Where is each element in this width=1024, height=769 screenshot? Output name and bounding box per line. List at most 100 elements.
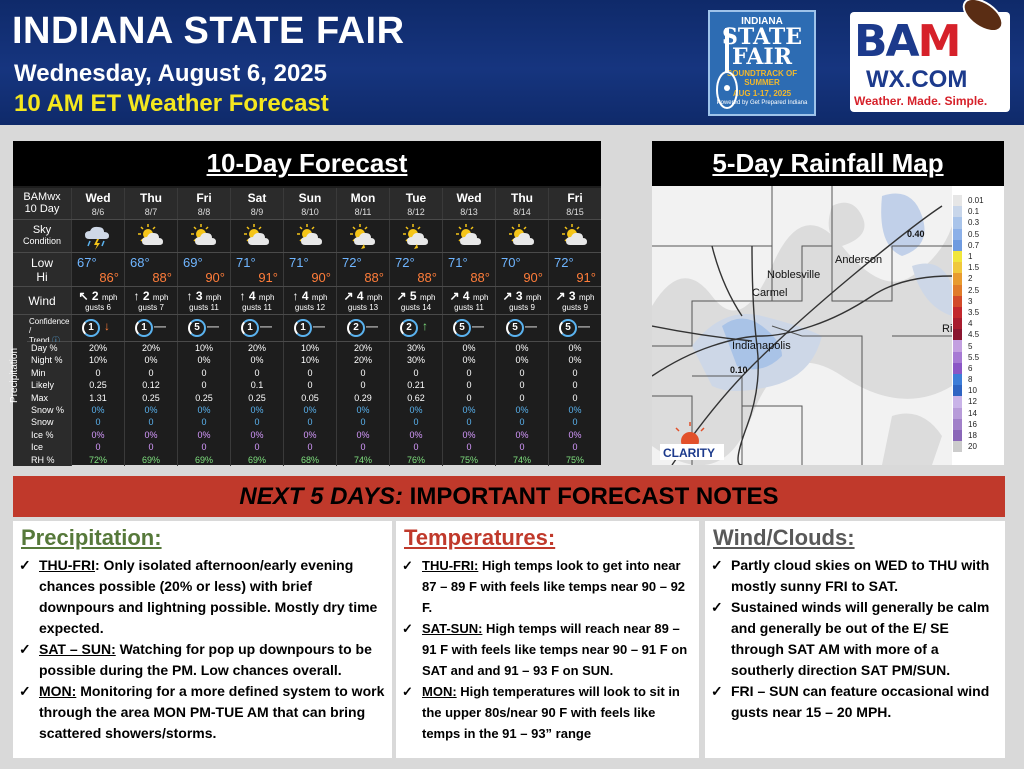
wind-value: 4: [301, 289, 309, 303]
precip-value: 0%: [462, 404, 476, 415]
temp-cell: 72° 88°: [336, 253, 389, 286]
sky-condition: [389, 220, 442, 252]
legend-item: 1: [953, 250, 1002, 263]
precip-value: 20%: [141, 343, 160, 353]
legend-item: 10: [953, 385, 1002, 397]
precip-value: 76%: [406, 454, 425, 465]
note-text: Monitoring for a more defined system to …: [39, 683, 385, 741]
high-temp: 88°: [364, 270, 384, 285]
wind-speed: ↑ 4 mph: [231, 289, 283, 303]
trend-arrow-icon: ↓: [104, 319, 110, 333]
trend-arrow-icon: —: [525, 319, 537, 333]
precip-value: 0.29: [354, 392, 372, 403]
city-indianapolis: Indianapolis: [732, 340, 791, 352]
legend-swatch: [953, 195, 962, 207]
precip-label: Snow %: [31, 404, 65, 415]
precip-column: 0% 0% 0 0 0 0% 0 0% 0 74%: [495, 342, 548, 466]
legend-value: 1.5: [968, 263, 980, 273]
low-temp: 72°: [395, 255, 415, 270]
precip-value: 0%: [197, 355, 211, 366]
wind-speed: ↗ 5 mph: [390, 289, 442, 303]
day-date: 8/7: [144, 207, 158, 217]
confidence-ring: 1: [82, 319, 100, 337]
day-name: Wed: [456, 191, 482, 205]
legend-value: 16: [968, 419, 977, 429]
sky-condition: [548, 220, 601, 252]
day-name: Mon: [350, 191, 376, 205]
legend-value: 0.3: [968, 218, 980, 228]
precip-value: 0: [413, 367, 419, 378]
legend-swatch: [953, 206, 962, 218]
precip-value: 0: [95, 367, 101, 378]
day-name: Fri: [567, 191, 583, 205]
wind-cell: ↑ 4 mph gusts 11: [230, 287, 283, 314]
sky-condition: [124, 220, 177, 252]
svg-text:CLARITY: CLARITY: [663, 446, 715, 460]
high-temp: 86°: [99, 270, 119, 285]
check-icon: ✓: [19, 641, 31, 657]
precipitation-section: Precipitation Confidence / Trend ⓘ 1 ↓ 1—5…: [9, 315, 601, 466]
trend-arrow-icon: —: [578, 319, 590, 333]
precip-column: 20% 20% 0 0 0.29 0% 0 0% 0 74%: [336, 342, 389, 466]
partly-sunny-icon: [562, 224, 587, 245]
partly-sunny-icon: [297, 224, 322, 245]
sky-condition: [230, 220, 283, 252]
precip-value: 69%: [141, 454, 160, 465]
sky-row: Sky Condition: [13, 220, 601, 253]
confidence-ring: 1: [241, 319, 259, 337]
map-title: 5-Day Rainfall Map: [652, 141, 1004, 186]
day-date: 8/15: [566, 207, 584, 217]
legend-swatch: [953, 228, 962, 240]
precip-value: 0: [201, 367, 207, 378]
legend-value: 4: [968, 319, 973, 329]
precip-value: 0%: [144, 404, 158, 415]
precip-value: 20%: [247, 343, 266, 353]
legend-swatch: [953, 418, 962, 430]
legend-swatch: [953, 318, 962, 330]
legend-value: 3.5: [968, 307, 980, 317]
wind-unit: mph: [152, 293, 169, 302]
amount-label: 0.40: [907, 229, 925, 239]
sky-condition: [442, 220, 495, 252]
precip-value: 0: [519, 417, 525, 428]
wind-cell: ↗ 3 mph gusts 9: [495, 287, 548, 314]
sky-condition: [71, 220, 124, 252]
days-row: BAMwx 10 Day Wed 8/6 Thu 8/7 Fri 8/8 Sat 8/9 Sun…: [13, 188, 601, 220]
confidence-ring: 5: [506, 319, 524, 337]
day-header: Tue 8/12: [389, 188, 442, 219]
legend-swatch: [953, 429, 962, 442]
precip-value: 0%: [144, 429, 158, 440]
precip-value: 0%: [303, 429, 317, 440]
wind-speed: ↗ 3 mph: [496, 289, 548, 303]
precip-value: 0: [572, 380, 578, 391]
precip-value: 0: [519, 380, 525, 391]
legend-item: 18: [953, 429, 1002, 442]
precip-label: Ice %: [31, 429, 54, 440]
storm-icon: [85, 226, 109, 250]
precip-value: 0: [466, 380, 472, 391]
note-item: ✓ SAT-SUN: High temps will reach near 89 …: [396, 618, 693, 681]
day-name: Thu: [511, 191, 533, 205]
wind-gusts: gusts 9: [562, 303, 588, 312]
wind-cell: ↗ 4 mph gusts 13: [336, 287, 389, 314]
precip-value: 20%: [88, 343, 107, 353]
precip-value: 0: [95, 417, 101, 428]
wind-unit: mph: [366, 293, 383, 302]
wind-arrow-icon: ↗: [449, 289, 460, 303]
note-item: ✓ THU-FRI: Only isolated afternoon/early …: [13, 555, 386, 639]
precip-value: 0%: [91, 404, 105, 415]
day-name: Tue: [405, 191, 427, 205]
precip-value: 0: [307, 417, 313, 428]
day-date: 8/12: [407, 207, 425, 217]
precip-column: 30% 30% 0 0.21 0.62 0% 0 0% 0 76%: [389, 342, 442, 466]
precipitation-heading: Precipitation:: [21, 525, 162, 550]
wind-gusts: gusts 7: [138, 303, 164, 312]
clarity-logo: CLARITY: [660, 422, 724, 460]
precip-column: 10% 0% 0 0 0.25 0% 0 0% 0 69%: [177, 342, 230, 466]
day-header: Mon 8/11: [336, 188, 389, 219]
precip-value: 0: [519, 442, 525, 453]
precip-value: 0: [466, 392, 472, 403]
temp-cell: 69° 90°: [177, 253, 230, 286]
legend-item: 0.01: [953, 195, 1002, 207]
precip-value: 0: [413, 417, 419, 428]
